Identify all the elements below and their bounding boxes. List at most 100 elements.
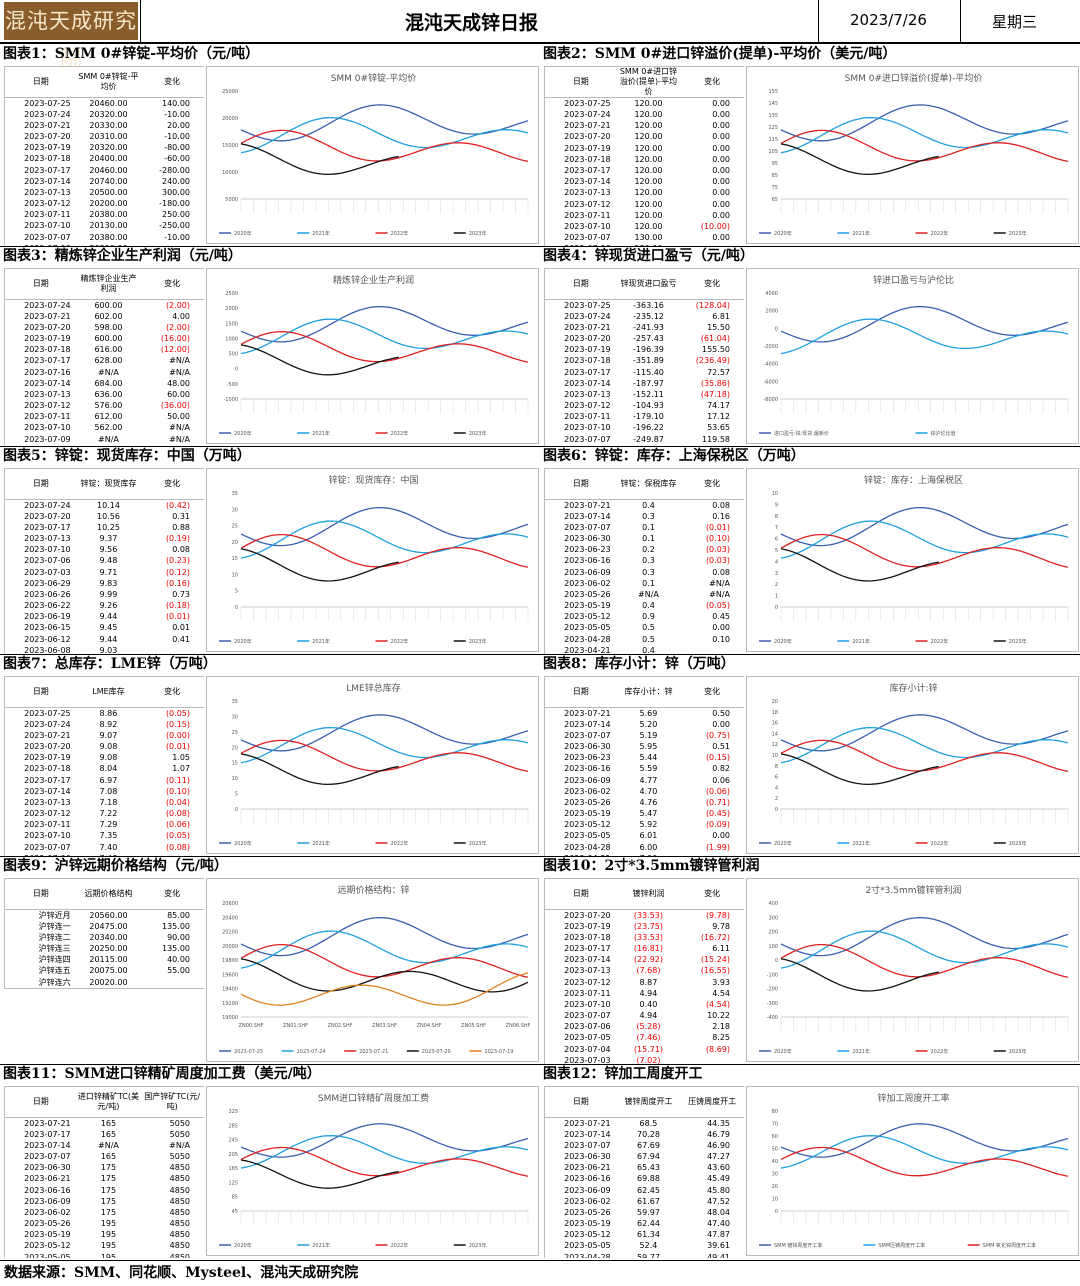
chart-svg: SMM 0#锌锭-平均价 25000 20000 15000 10000 5000 2020… [219, 72, 529, 237]
row-value: 0.3 [642, 556, 655, 566]
row-date: 2023-06-30 [564, 1151, 611, 1161]
row-date: 2023-07-14 [564, 511, 611, 521]
row-value: 59.97 [637, 1207, 660, 1217]
row-date: 2023-07-17 [564, 367, 611, 377]
row-value: 20500.00 [89, 187, 128, 197]
legend-label: 2023年 [469, 230, 487, 237]
row-date: 2023-07-04 [564, 1044, 611, 1054]
table-row: 2023-05-05 6.01 0.00 [545, 830, 744, 841]
table-row: 2023-07-24 8.92 (0.15) [5, 719, 204, 730]
y-tick-label: 35 [232, 491, 238, 497]
row-date: 2023-07-13 [24, 389, 71, 399]
line-chart: 精炼锌企业生产利润 2500 2000 1500 1000 500 0 -500 -1000 20… [206, 268, 539, 444]
col-header-value: 远期价格结构 [76, 879, 141, 910]
row-change: 0.10 [712, 634, 730, 644]
y-tick-label: -400 [767, 1015, 778, 1021]
row-value: 8.04 [99, 764, 118, 774]
legend-label: 2020年 [234, 430, 252, 437]
row-change: 1.07 [172, 764, 190, 774]
table-row: 2023-05-26 195 4850 [5, 1218, 204, 1229]
report-header: 混沌天成研究院 混沌天成锌日报 2023/7/26 星期三 [0, 0, 1080, 71]
row-change: (0.00) [165, 730, 190, 740]
row-value: 9.08 [99, 753, 118, 763]
row-change: 0.88 [172, 522, 190, 532]
col-header-date: 日期 [545, 269, 617, 300]
row-change: 74.17 [707, 401, 730, 411]
col-header-value: 库存小计：锌 [616, 677, 681, 708]
row-date: 2023-06-29 [24, 578, 71, 588]
table-row: 2023-07-13 636.00 60.00 [5, 389, 204, 400]
row-value: 4.76 [639, 797, 658, 807]
table-row: 2023-06-02 61.67 47.52 [545, 1196, 744, 1207]
row-date: 2023-07-07 [24, 842, 71, 852]
row-change: 17.12 [707, 412, 730, 422]
chart-svg: 锌加工周度开工率 80 70 60 50 40 30 20 10 0 SMM 镀锌周度开工率 SMM压… [759, 1092, 1069, 1249]
col-header-date: 日期 [545, 1087, 617, 1118]
series-line [240, 1159, 399, 1189]
table-row: 2023-06-26 9.99 0.73 [5, 589, 204, 600]
legend-label: 2022年 [931, 1048, 949, 1055]
row-change: 8.25 [712, 1033, 730, 1043]
panel-title: 图表1：SMM 0#锌锭-平均价（元/吨） [3, 46, 260, 62]
row-value: 120.00 [634, 166, 663, 176]
legend-label: 2023年 [1009, 840, 1027, 847]
table-row: 2023-07-17 10.25 0.88 [5, 522, 204, 533]
y-tick-label: 20 [232, 540, 238, 546]
data-table: 日期 远期价格结构 变化 沪锌近月 20560.00 85.00 沪锌连一 20475.00 1… [4, 878, 204, 989]
table-row: 2023-07-14 20740.00 240.00 [5, 176, 204, 187]
row-change: (61.04) [700, 333, 730, 343]
row-value: 4.94 [639, 1011, 658, 1021]
series-line [240, 506, 529, 547]
row-date: 2023-04-21 [564, 645, 611, 654]
row-value: 9.71 [99, 567, 118, 577]
row-date: 沪锌近月 [38, 910, 71, 920]
y-tick-label: 15 [232, 556, 238, 562]
legend-label: 2023-07-19 [484, 1049, 513, 1055]
row-change: 48.00 [167, 378, 190, 388]
row-change: (8.69) [705, 1044, 730, 1054]
table-row: 2023-04-217.99 [545, 853, 744, 856]
series-line [780, 739, 1069, 773]
row-change: 5050 [169, 1151, 190, 1161]
row-date: 2023-06-09 [564, 567, 611, 577]
table-row: 2023-07-20 10.56 0.31 [5, 511, 204, 522]
row-change: 9.78 [712, 921, 730, 931]
col-header-date: 日期 [5, 879, 77, 910]
row-change: (0.05) [705, 601, 730, 611]
row-value: 20340.00 [89, 932, 128, 942]
row-date: 2023-07-20 [564, 910, 611, 920]
panel-title: 图表4：锌现货进口盈亏（元/吨） [543, 248, 754, 264]
row-change: #N/A [709, 589, 730, 599]
row-date: 2023-05-05 [564, 831, 611, 841]
series-line [240, 129, 529, 163]
panel-title: 图表12：锌加工周度开工 [543, 1066, 703, 1082]
row-date: 2023-06-02 [564, 1196, 611, 1206]
legend-label: 2020年 [234, 840, 252, 847]
legend-label: 2021年 [312, 430, 330, 437]
row-change: (0.01) [705, 522, 730, 532]
data-table: 日期 锌锭：保税库存 变化 2023-07-21 0.4 0.08 2023-07-14 0.… [544, 468, 744, 654]
row-value: 7.22 [99, 809, 118, 819]
table-row: 2023-07-12 -104.93 74.17 [545, 400, 744, 411]
table-row: 2023-07-11 612.00 50.00 [5, 411, 204, 422]
row-change: (47.18) [700, 389, 730, 399]
table-row: 2023-07-10 120.00 (10.00) [545, 221, 744, 232]
row-date: 2023-07-17 [564, 943, 611, 953]
row-date: 2023-07-18 [564, 932, 611, 942]
row-change: (0.08) [165, 809, 190, 819]
row-change: (0.10) [705, 533, 730, 543]
row-date: 2023-07-12 [24, 401, 71, 411]
row-value: -152.11 [633, 389, 664, 399]
row-value: 120.00 [634, 177, 663, 187]
row-value: 120.00 [634, 121, 663, 131]
row-date: 2023-07-21 [564, 500, 611, 510]
table-row: 沪锌连一 20475.00 135.00 [5, 921, 204, 932]
row-change: #N/A [169, 367, 190, 377]
row-value: 175 [100, 1185, 117, 1195]
chart-title: 锌加工周度开工率 [877, 1092, 949, 1104]
row-date: 2023-07-19 [564, 921, 611, 931]
y-tick-label: -1000 [223, 397, 238, 403]
panel-title: 图表7：总库存：LME锌（万吨） [3, 656, 217, 672]
legend-label: 2022年 [391, 638, 409, 645]
y-tick-label: 19000 [222, 1015, 238, 1021]
